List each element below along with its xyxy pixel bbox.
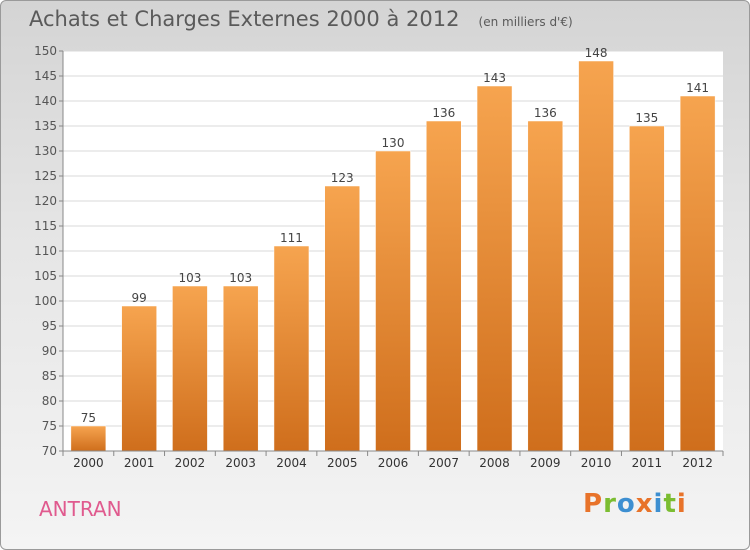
- bar-value-label: 143: [483, 71, 506, 85]
- logo-letter: t: [663, 489, 677, 519]
- y-tick-label: 115: [34, 219, 57, 233]
- x-tick-label: 2012: [682, 456, 713, 470]
- bar: [121, 305, 157, 452]
- logo-letter: o: [616, 489, 636, 519]
- bar-value-label: 130: [382, 136, 405, 150]
- bar: [222, 285, 259, 452]
- x-tick-label: 2005: [327, 456, 358, 470]
- y-tick-label: 70: [42, 444, 57, 458]
- bar: [629, 125, 665, 452]
- title-row: Achats et Charges Externes 2000 à 2012 (…: [29, 7, 573, 31]
- y-tick-label: 150: [34, 44, 57, 58]
- x-tick-label: 2011: [632, 456, 663, 470]
- logo-letter: i: [653, 489, 664, 519]
- x-tick-label: 2002: [175, 456, 206, 470]
- bar: [70, 425, 107, 452]
- x-tick-label: 2006: [378, 456, 409, 470]
- bar: [679, 95, 716, 452]
- bar: [172, 285, 208, 452]
- x-tick-label: 2001: [124, 456, 155, 470]
- bar-value-label: 123: [331, 171, 354, 185]
- y-tick-label: 120: [34, 194, 57, 208]
- logo-letter: P: [583, 489, 604, 519]
- chart-title: Achats et Charges Externes 2000 à 2012: [29, 7, 460, 31]
- bar-value-label: 136: [534, 106, 557, 120]
- city-name: ANTRAN: [39, 497, 122, 521]
- y-tick-label: 145: [34, 69, 57, 83]
- data-labels: 75 99 103 103 111 123 130 136 143 136 148 135 141: [81, 46, 709, 425]
- bar-value-label: 141: [686, 81, 709, 95]
- logo-letter: x: [635, 489, 654, 519]
- y-axis: 70 75 80 85 90 95 100 105 110 115 120 125 130 135 140 1…: [34, 44, 64, 458]
- proxiti-logo: Proxiti: [583, 489, 687, 519]
- y-tick-label: 95: [42, 319, 57, 333]
- bar: [527, 120, 564, 452]
- chart-subtitle: (en milliers d'€): [478, 15, 573, 29]
- y-tick-label: 130: [34, 144, 57, 158]
- y-tick-label: 105: [34, 269, 57, 283]
- bar-value-label: 135: [635, 111, 658, 125]
- bar: [273, 245, 310, 452]
- x-tick-label: 2007: [428, 456, 459, 470]
- y-tick-label: 100: [34, 294, 57, 308]
- logo-letter: r: [603, 489, 617, 519]
- bar-value-label: 75: [81, 411, 96, 425]
- y-tick-label: 110: [34, 244, 57, 258]
- y-tick-label: 90: [42, 344, 57, 358]
- bar-value-label: 136: [432, 106, 455, 120]
- x-tick-label: 2008: [479, 456, 510, 470]
- x-tick-label: 2003: [225, 456, 256, 470]
- bar-value-label: 103: [178, 271, 201, 285]
- bar: [375, 150, 411, 452]
- y-tick-label: 125: [34, 169, 57, 183]
- bars: [70, 60, 716, 452]
- x-tick-label: 2000: [73, 456, 104, 470]
- x-axis: 2000 2001 2002 2003 2004 2005 2006 2007 2008 2009…: [62, 450, 724, 470]
- bar: [578, 60, 614, 452]
- logo-letter: i: [676, 489, 687, 519]
- bar: [476, 85, 513, 452]
- x-tick-label: 2009: [530, 456, 561, 470]
- bar-value-label: 111: [280, 231, 303, 245]
- x-tick-label: 2004: [276, 456, 307, 470]
- y-tick-label: 80: [42, 394, 57, 408]
- bar: [324, 185, 360, 452]
- bar-value-label: 103: [229, 271, 252, 285]
- bar: [426, 120, 462, 452]
- bar-value-label: 148: [585, 46, 608, 60]
- bar-value-label: 99: [132, 291, 147, 305]
- y-tick-label: 135: [34, 119, 57, 133]
- y-tick-label: 75: [42, 419, 57, 433]
- y-tick-label: 85: [42, 369, 57, 383]
- x-tick-label: 2010: [581, 456, 612, 470]
- y-tick-label: 140: [34, 94, 57, 108]
